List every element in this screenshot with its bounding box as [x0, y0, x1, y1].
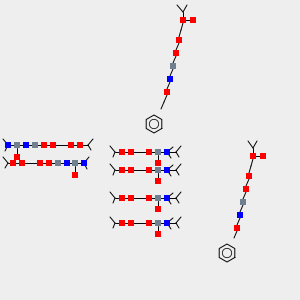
Bar — [176, 37, 182, 43]
Bar — [55, 160, 61, 166]
Bar — [72, 172, 78, 178]
Bar — [190, 17, 196, 23]
Bar — [167, 76, 173, 82]
Bar — [155, 231, 161, 237]
Bar — [23, 142, 29, 148]
Bar — [14, 142, 20, 148]
Bar — [128, 220, 134, 226]
Bar — [246, 173, 252, 179]
Bar — [128, 167, 134, 173]
Bar — [19, 160, 25, 166]
Bar — [72, 160, 78, 166]
Bar — [41, 142, 47, 148]
Bar — [119, 149, 125, 155]
Bar — [155, 195, 161, 201]
Bar — [146, 167, 152, 173]
Bar — [32, 142, 38, 148]
Bar — [155, 206, 161, 212]
Bar — [64, 160, 70, 166]
Bar — [37, 160, 43, 166]
Bar — [119, 220, 125, 226]
Bar — [180, 17, 186, 23]
Bar — [260, 153, 266, 159]
Bar — [164, 149, 170, 155]
Bar — [46, 160, 52, 166]
Bar — [50, 142, 56, 148]
Bar — [155, 178, 161, 184]
Bar — [173, 50, 179, 56]
Bar — [155, 149, 161, 155]
Bar — [119, 195, 125, 201]
Bar — [128, 149, 134, 155]
Bar — [146, 149, 152, 155]
Bar — [164, 195, 170, 201]
Bar — [234, 225, 240, 231]
Bar — [243, 186, 249, 192]
Bar — [5, 142, 11, 148]
Bar — [81, 160, 87, 166]
Bar — [77, 142, 83, 148]
Bar — [170, 63, 176, 69]
Bar — [155, 167, 161, 173]
Bar — [155, 160, 161, 166]
Bar — [164, 167, 170, 173]
Bar — [128, 195, 134, 201]
Bar — [14, 154, 20, 160]
Bar — [164, 220, 170, 226]
Bar — [237, 212, 243, 218]
Bar — [68, 142, 74, 148]
Bar — [250, 153, 256, 159]
Bar — [146, 220, 152, 226]
Bar — [10, 160, 16, 166]
Bar — [240, 199, 246, 205]
Bar — [146, 195, 152, 201]
Bar — [155, 220, 161, 226]
Bar — [119, 167, 125, 173]
Bar — [164, 89, 170, 95]
